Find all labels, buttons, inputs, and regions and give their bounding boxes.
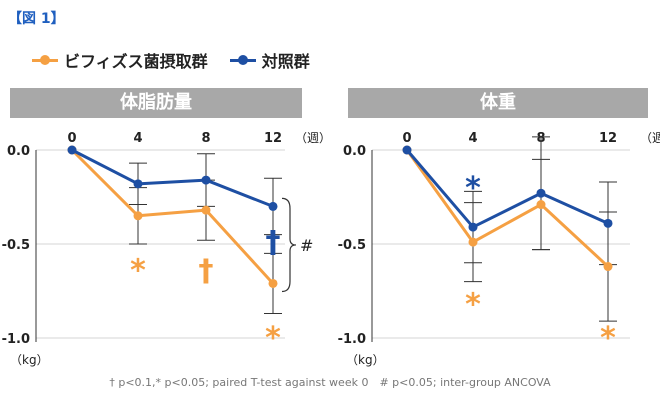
x-tick-label-0-0: 0 [67,131,76,146]
data-point-0-1-3 [268,201,278,211]
y-tick-label-1-1: -0.5 [338,238,366,253]
x-tick-label-1-3: 12 [599,131,617,146]
x-unit-label-1: （週） [640,131,660,145]
series-line-1-1 [405,149,609,229]
significance-marker-1-1: * [465,287,481,322]
significance-marker-0-1: † [199,253,214,288]
bracket-label-0: # [300,236,313,255]
legend-item-bifidus: ビフィズス菌摂取群 [32,48,208,72]
y-tick-label-0-0: 0.0 [7,144,30,159]
significance-marker-0-2: † [266,225,281,260]
data-point-0-0-1 [133,211,143,221]
significance-bracket-0 [281,197,297,293]
x-unit-label-0: （週） [295,131,331,145]
y-tick-label-0-1: -0.5 [2,238,30,253]
data-point-1-0-1 [468,237,478,247]
data-point-0-1-1 [133,179,143,189]
x-tick-label-0-2: 8 [201,131,210,146]
data-point-1-0-2 [536,200,546,210]
x-tick-label-0-3: 12 [264,131,282,146]
significance-marker-1-0: * [465,171,481,206]
data-point-1-1-3 [603,218,613,228]
footnote: † p<0.1,* p<0.05; paired T-test against … [109,376,551,389]
data-point-1-1-1 [468,222,478,232]
data-point-0-1-0 [67,145,77,155]
legend-label-bifidus: ビフィズス菌摂取群 [64,52,208,71]
figure-label: 【図 1】 [8,11,65,27]
panel-title-body-fat: 体脂肪量 [10,88,302,118]
y-tick-label-1-2: -1.0 [338,332,366,347]
y-tick-label-1-0: 0.0 [343,144,366,159]
legend-swatch-control [229,53,256,67]
legend-swatch-bifidus [32,53,58,67]
data-point-1-1-0 [402,145,412,155]
data-point-1-0-3 [603,262,613,272]
legend-label-control: 対照群 [261,52,310,71]
y-unit-label-0: （kg） [10,353,49,367]
y-tick-label-0-2: -1.0 [2,332,30,347]
series-line-1-0 [405,149,610,268]
legend-item-control: 対照群 [229,48,310,72]
panel-title-body-weight: 体重 [348,88,648,118]
series-line-0-0 [70,148,275,285]
data-point-0-0-3 [268,278,278,288]
data-point-0-0-2 [201,205,211,215]
significance-marker-0-0: * [130,254,146,289]
significance-marker-1-2: * [600,321,616,356]
legend: ビフィズス菌摂取群 対照群 [32,48,310,72]
y-unit-label-1: （kg） [346,353,385,367]
x-tick-label-0-1: 4 [133,131,142,146]
series-line-0-1 [71,148,274,208]
data-point-1-1-2 [536,188,546,198]
x-tick-label-1-0: 0 [402,131,411,146]
significance-marker-0-3: * [265,321,281,356]
data-point-0-1-2 [201,175,211,185]
x-tick-label-1-1: 4 [468,131,477,146]
